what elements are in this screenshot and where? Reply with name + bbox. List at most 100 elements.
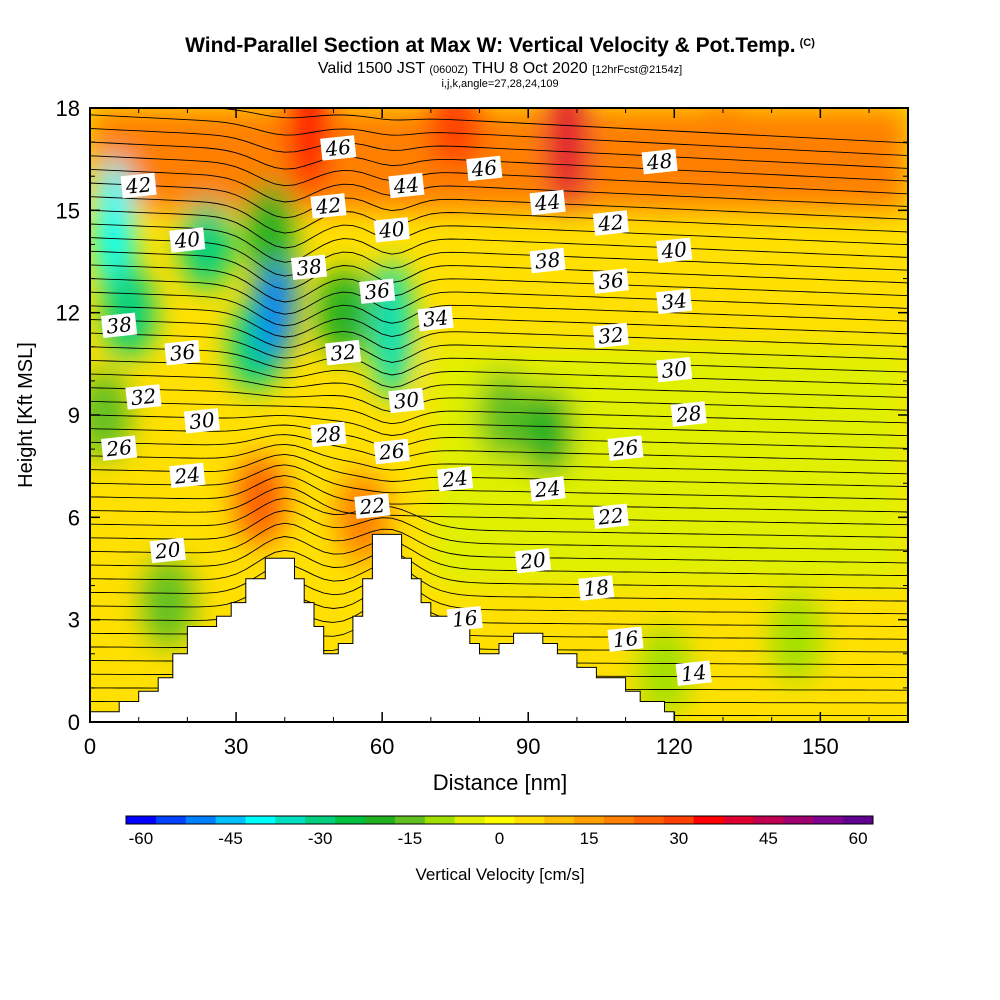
isentrope-label: 14 (675, 660, 712, 686)
isentrope-label-box (169, 227, 206, 253)
y-tick-label: 9 (68, 403, 80, 428)
isentrope-label-box (592, 268, 629, 294)
velocity-cell (234, 455, 287, 546)
colorbar-label: Vertical Velocity [cm/s] (415, 865, 584, 884)
isentrope-label-box (607, 435, 644, 461)
isentrope-label-text: 16 (451, 605, 479, 632)
isentrope-label: 16 (446, 605, 483, 632)
y-tick-label: 12 (56, 301, 80, 326)
isentrope-label-box (529, 247, 566, 274)
isentrope-label-text: 28 (674, 401, 703, 428)
colorbar-swatch (783, 816, 814, 824)
isentrope-line (90, 128, 908, 169)
velocity-cell (638, 625, 691, 716)
isentrope-line (90, 536, 908, 577)
colorbar-swatch (813, 816, 844, 824)
colorbar-tick-label: 30 (669, 829, 688, 848)
isentrope-label-box (670, 401, 707, 427)
y-axis-label: Height [Kft MSL] (15, 342, 37, 488)
isentrope-label-text: 36 (168, 339, 196, 366)
velocity-cell (244, 182, 297, 273)
isentrope-label-box (101, 312, 138, 339)
colorbar-swatch (843, 816, 874, 824)
x-tick-label: 90 (516, 734, 540, 759)
isentrope-label-box (373, 438, 410, 465)
isentrope-label: 38 (529, 247, 566, 274)
isentrope-label-text: 24 (440, 466, 469, 493)
isentrope-label-box (417, 305, 454, 332)
isentrope-line (90, 332, 908, 363)
isentrope-labels: 42 40 38 36 32 30 26 24 20 46 42 38 32 28 44 40 36 34 30 26… (101, 135, 712, 686)
forecast-info: [12hrFcst@2154z] (592, 64, 683, 76)
isentrope-label-text: 42 (314, 193, 343, 220)
isentrope-label-box (359, 278, 396, 304)
colorbar-swatch (574, 816, 605, 824)
isentrope-label: 48 (641, 148, 678, 175)
isentrope-line (90, 168, 908, 207)
isentrope-label: 42 (592, 210, 629, 236)
isentrope-label: 16 (607, 626, 644, 652)
isentrope-line (90, 209, 908, 249)
valid-prefix: Valid 1500 JST (317, 60, 425, 77)
isentrope-label-text: 18 (582, 575, 610, 602)
isentrope-label: 28 (310, 421, 347, 448)
colorbar-tick-label: -45 (218, 829, 243, 848)
velocity-cell (770, 404, 823, 495)
colorbar-swatch (394, 816, 426, 824)
isentrope-label: 18 (578, 575, 615, 602)
colorbar-tick-label: 15 (580, 829, 599, 848)
isentrope-label-box (641, 148, 678, 175)
isentrope-label-text: 22 (596, 503, 625, 530)
isentrope-label: 24 (437, 466, 474, 493)
utc-time: (0600Z) (429, 64, 468, 76)
colorbar-swatch (365, 816, 396, 824)
isentrope-line (90, 443, 908, 475)
y-tick-label: 18 (56, 96, 80, 121)
colorbar-swatch (633, 816, 665, 824)
isentrope-label: 20 (149, 537, 186, 564)
copyright-mark: (C) (799, 37, 815, 49)
isentrope-label-text: 44 (391, 172, 420, 199)
isentrope-line (90, 464, 908, 500)
isentrope-label-box (592, 322, 629, 349)
chart-subtitle: Valid 1500 JST (0600Z) THU 8 Oct 2020 [1… (0, 60, 1000, 78)
isentrope-label: 22 (354, 493, 391, 519)
isentrope-label: 46 (320, 135, 357, 161)
y-tick-label: 3 (68, 608, 80, 633)
isentrope-line (90, 400, 908, 425)
isentrope-label-text: 26 (104, 435, 133, 462)
isentrope-line (90, 575, 908, 615)
colorbar-tick-label: -15 (398, 829, 423, 848)
isentrope-label-box (446, 605, 483, 632)
isentrope-line (90, 373, 908, 401)
x-tick-label: 30 (224, 734, 248, 759)
isentrope-line (90, 387, 908, 413)
isentrope-line (90, 475, 908, 513)
colorbar-swatch (514, 816, 545, 824)
colorbar-swatch (693, 816, 725, 824)
colorbar-swatch (544, 816, 575, 824)
isentrope-line (90, 237, 908, 277)
velocity-cell (317, 267, 370, 358)
colorbar-swatch (275, 816, 306, 824)
colorbar-swatch (305, 816, 336, 824)
isentrope-label-text: 38 (534, 247, 562, 274)
y-tick-label: 6 (68, 505, 80, 530)
isentrope-line (90, 563, 908, 602)
isentrope-label: 44 (529, 189, 566, 216)
isentrope-label: 36 (164, 339, 201, 366)
isentrope-label-text: 42 (124, 172, 153, 199)
isentrope-label: 34 (656, 288, 693, 315)
colorbar-swatch (335, 816, 366, 824)
isentrope-label: 32 (325, 339, 362, 366)
velocity-cell (180, 199, 233, 290)
isentrope-label: 30 (183, 408, 220, 434)
isentrope-lines (90, 108, 908, 717)
isentrope-label-box (437, 466, 474, 492)
colorbar-tick-label: -60 (129, 829, 154, 848)
colorbar-tick-label: 0 (495, 829, 504, 848)
isentrope-label-box (592, 503, 629, 530)
isentrope-line (90, 223, 908, 263)
isentrope-label-box (529, 189, 566, 216)
